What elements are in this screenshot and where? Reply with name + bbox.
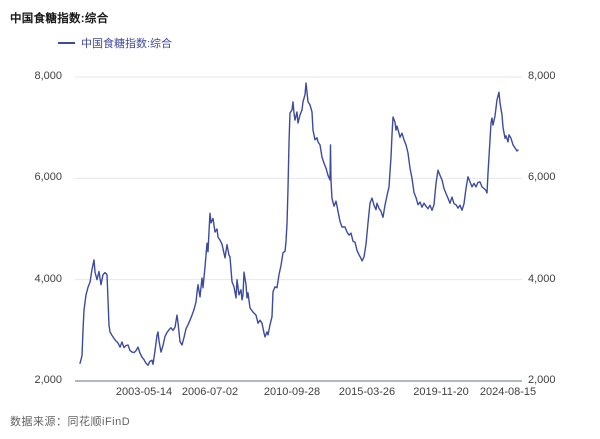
y-tick-label-right: 4,000 bbox=[528, 272, 556, 285]
x-tick-label: 2010-09-28 bbox=[263, 386, 321, 398]
y-tick-label-left: 2,000 bbox=[34, 374, 62, 386]
y-tick-label-left: 4,000 bbox=[34, 272, 62, 285]
x-tick-label: 2019-11-20 bbox=[413, 386, 469, 398]
series-line bbox=[79, 82, 519, 366]
line-series-swatch-icon bbox=[58, 42, 75, 44]
data-source-note: 数据来源：同花顺iFinD bbox=[10, 416, 131, 428]
y-tick-label-left: 6,000 bbox=[34, 171, 62, 184]
chart-title: 中国食糖指数:综合 bbox=[10, 13, 109, 25]
y-tick-label-right: 8,000 bbox=[528, 70, 556, 82]
y-tick-label-left: 8,000 bbox=[34, 70, 62, 82]
x-tick-label: 2003-05-14 bbox=[115, 386, 173, 398]
x-tick-label: 2006-07-02 bbox=[181, 386, 239, 398]
x-tick-label: 2015-03-26 bbox=[338, 386, 396, 398]
x-tick-label: 2024-08-15 bbox=[479, 386, 537, 398]
y-tick-label-right: 2,000 bbox=[528, 374, 556, 386]
gridlines bbox=[75, 76, 522, 281]
legend-item[interactable]: 中国食糖指数:综合 bbox=[58, 35, 172, 51]
y-tick-label-right: 6,000 bbox=[528, 171, 556, 184]
legend-label: 中国食糖指数:综合 bbox=[81, 38, 173, 50]
